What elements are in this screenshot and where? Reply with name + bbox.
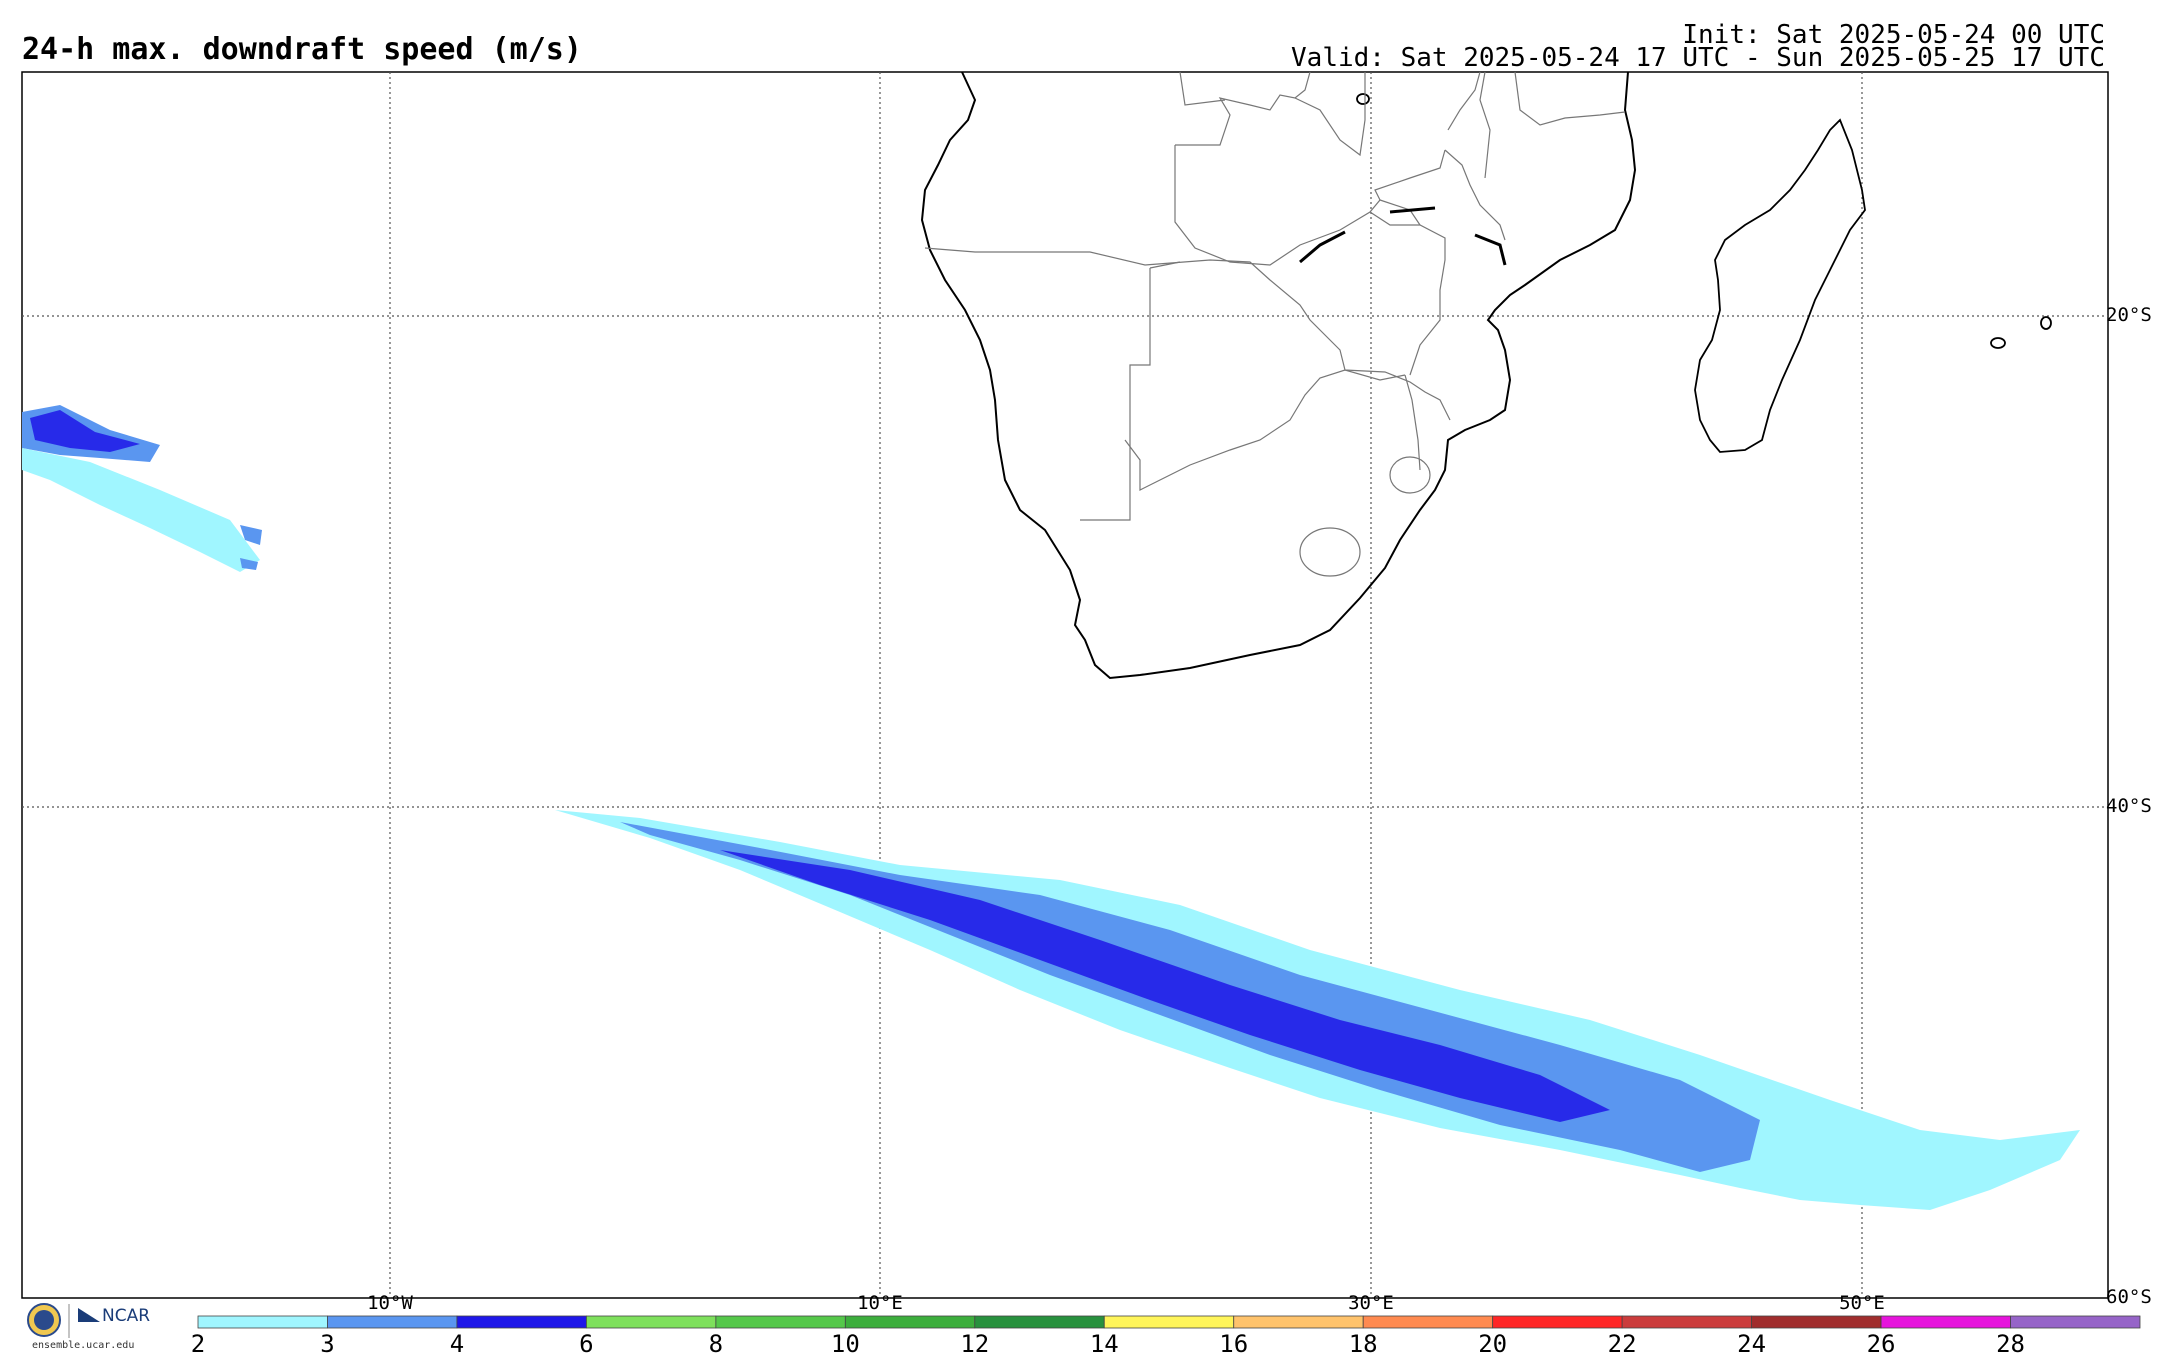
colorbar-label: 18 bbox=[1348, 1330, 1378, 1358]
lon-label-30e: 30°E bbox=[1348, 1292, 1394, 1314]
colorbar-swatch bbox=[1751, 1315, 1882, 1329]
colorbar-label: 3 bbox=[320, 1330, 335, 1358]
ncar-wordmark: NCAR bbox=[102, 1306, 151, 1326]
africa-coastline bbox=[920, 71, 1637, 680]
lat-label-20s: 20°S bbox=[2106, 304, 2152, 326]
lon-label-10e: 10°E bbox=[857, 1292, 903, 1314]
nsf-ncar-logo bbox=[27, 1303, 100, 1338]
country-borders bbox=[924, 71, 1626, 577]
colorbar-swatch bbox=[197, 1315, 328, 1329]
colorbar-swatch bbox=[586, 1315, 717, 1329]
colorbar-label: 26 bbox=[1866, 1330, 1896, 1358]
colorbar-label: 8 bbox=[708, 1330, 724, 1358]
colorbar-swatch bbox=[715, 1315, 846, 1329]
colorbar-swatch bbox=[1621, 1315, 1752, 1329]
colorbar-swatch bbox=[1492, 1315, 1623, 1329]
lon-label-50e: 50°E bbox=[1839, 1292, 1885, 1314]
lon-label-10w: 10°W bbox=[367, 1292, 413, 1314]
colorbar-swatch bbox=[1880, 1315, 2011, 1329]
colorbar-label: 2 bbox=[190, 1330, 206, 1358]
valid-time: Valid: Sat 2025-05-24 17 UTC - Sun 2025-… bbox=[1291, 43, 2105, 73]
band-level-4 bbox=[720, 850, 1610, 1122]
colorbar-label: 10 bbox=[830, 1330, 860, 1358]
init-time: Init: Sat 2025-05-24 00 UTC bbox=[1682, 20, 2105, 50]
colorbar-label: 22 bbox=[1607, 1330, 1637, 1358]
colorbar-swatch bbox=[2010, 1315, 2141, 1329]
colorbar-label: 24 bbox=[1737, 1330, 1767, 1358]
madagascar bbox=[1356, 93, 2052, 453]
colorbar-swatch bbox=[456, 1315, 587, 1329]
downdraft-band bbox=[555, 810, 2080, 1210]
colorbar-label: 16 bbox=[1219, 1330, 1249, 1358]
colorbar-label: 28 bbox=[1996, 1330, 2025, 1358]
colorbar-label: 12 bbox=[960, 1330, 990, 1358]
colorbar-label: 20 bbox=[1478, 1330, 1508, 1358]
colorbar bbox=[197, 1315, 2141, 1329]
logo-url: ensemble.ucar.edu bbox=[32, 1340, 135, 1351]
map-title: 24-h max. downdraft speed (m/s) bbox=[22, 32, 582, 67]
colorbar-label: 6 bbox=[579, 1330, 594, 1358]
lat-label-60s: 60°S bbox=[2106, 1286, 2152, 1308]
west-patch bbox=[22, 405, 262, 572]
colorbar-swatch bbox=[1233, 1315, 1364, 1329]
colorbar-label: 14 bbox=[1089, 1330, 1119, 1358]
lat-label-40s: 40°S bbox=[2106, 795, 2152, 817]
lakes bbox=[1299, 206, 1507, 266]
colorbar-swatch bbox=[1362, 1315, 1494, 1329]
colorbar-swatch bbox=[974, 1315, 1105, 1329]
colorbar-swatch bbox=[327, 1315, 458, 1329]
colorbar-label: 4 bbox=[449, 1330, 465, 1358]
colorbar-swatch bbox=[844, 1315, 976, 1329]
colorbar-swatch bbox=[1103, 1315, 1235, 1329]
